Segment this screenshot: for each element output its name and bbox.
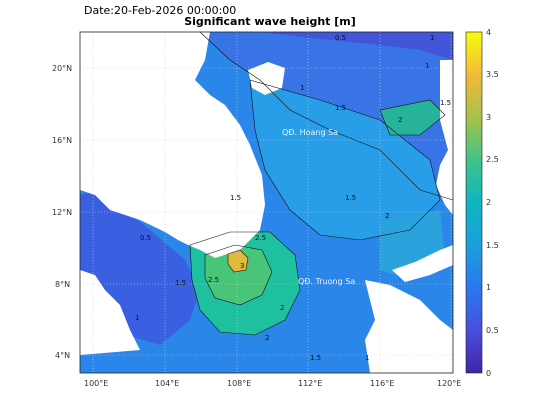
date-label: Date:20-Feb-2026 00:00:00 (84, 4, 237, 17)
zone-3m (228, 250, 248, 272)
colorbar-tick: 2.5 (486, 155, 499, 164)
colorbar-ticks: 4 3.5 3 2.5 2 1.5 1 0.5 0 (486, 28, 499, 378)
colorbar-tick: 4 (486, 28, 491, 37)
colorbar-tick: 2 (486, 198, 491, 207)
colorbar-tick: 0.5 (486, 326, 499, 335)
contour-label: 2 (280, 304, 284, 312)
place-spratly: QĐ. Truong Sa (298, 277, 355, 286)
land-luzon (436, 60, 453, 215)
contour-label: 1.5 (440, 99, 451, 107)
contour-label: 1 (365, 354, 369, 362)
contour-label: 2.5 (208, 276, 219, 284)
lon-tick: 100°E (84, 379, 108, 388)
contour-label: 1 (300, 84, 304, 92)
contour-label: 2.5 (255, 234, 266, 242)
lon-tick: 112°E (298, 379, 322, 388)
lon-tick: 120°E (437, 379, 461, 388)
colorbar-tick: 1 (486, 283, 491, 292)
land-palawan (392, 245, 453, 282)
contour-labels: 0.5 1 1 1.5 1.5 1.5 2 2 2 2.5 2.5 3 2 1.… (135, 34, 451, 362)
zone-1-5m-central (250, 80, 440, 240)
contour-label: 0.5 (140, 234, 151, 242)
colorbar-tick: 0 (486, 369, 491, 378)
contour-label: 3 (240, 262, 244, 270)
land-hainan (248, 62, 285, 95)
contour-label: 1.5 (310, 354, 321, 362)
contour-label: 1 (425, 62, 429, 70)
contour-label: 1.5 (230, 194, 241, 202)
lat-tick: 4°N (55, 351, 70, 360)
zone-2-5m (205, 245, 272, 305)
contour-label: 2 (385, 212, 389, 220)
contour-label: 1.5 (175, 279, 186, 287)
lat-tick: 16°N (52, 136, 72, 145)
land-indochina (80, 32, 265, 258)
map-frame (79, 31, 454, 374)
contour-label: 0.5 (335, 34, 346, 42)
zone-north-low (260, 32, 453, 60)
lon-tick: 108°E (227, 379, 251, 388)
lat-tick: 20°N (52, 64, 72, 73)
colorbar-tick: 3.5 (486, 70, 499, 79)
lon-tick: 116°E (370, 379, 394, 388)
place-paracel: QĐ. Hoang Sa (282, 128, 338, 137)
colorbar (465, 31, 483, 374)
land-malay (80, 270, 140, 355)
contour-label: 1 (430, 34, 434, 42)
lat-tick: 8°N (55, 280, 70, 289)
lat-tick: 12°N (52, 208, 72, 217)
lat-axis: 20°N 16°N 12°N 8°N 4°N (52, 64, 72, 360)
contour-label: 2 (265, 334, 269, 342)
map-title: Significant wave height [m] (184, 15, 356, 28)
colorbar-tick: 3 (486, 113, 491, 122)
zone-2m-ne (380, 100, 445, 135)
contours (189, 31, 454, 336)
lon-tick: 104°E (155, 379, 179, 388)
land-borneo (365, 280, 453, 373)
colorbar-tick: 1.5 (486, 241, 499, 250)
contour-label: 1.5 (335, 104, 346, 112)
contour-label: 1 (135, 314, 139, 322)
contour-label: 2 (398, 116, 402, 124)
lon-axis: 100°E 104°E 108°E 112°E 116°E 120°E (84, 379, 461, 388)
contour-label: 1.5 (345, 194, 356, 202)
